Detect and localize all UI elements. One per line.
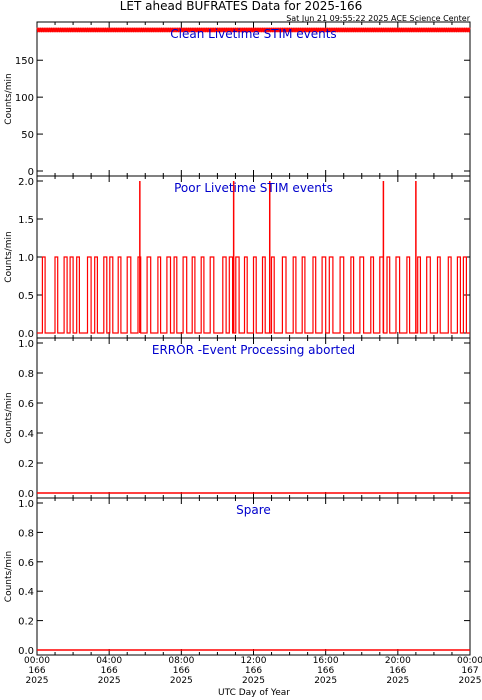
x-tick-label-time: 00:00 xyxy=(24,656,50,666)
y-tick-label: 50 xyxy=(21,130,34,141)
y-axis-label: Counts/min xyxy=(4,392,14,443)
x-tick-label-time: 16:00 xyxy=(313,656,339,666)
x-tick-label-year: 2025 xyxy=(98,676,121,686)
x-tick-label-doy: 166 xyxy=(245,666,262,676)
x-tick-label-year: 2025 xyxy=(170,676,193,686)
series-band xyxy=(37,27,470,33)
x-tick-label-year: 2025 xyxy=(314,676,337,686)
panel-frame xyxy=(36,337,471,499)
y-tick-label: 0.5 xyxy=(18,291,34,302)
panel-2: 0.0 0.5 1.0 1.5 2.0 Counts/min Poor Livetime S… xyxy=(4,175,471,340)
x-tick-label-doy: 166 xyxy=(389,666,406,676)
y-tick-label: 2.0 xyxy=(18,177,34,188)
y-tick-label: 0.8 xyxy=(18,528,34,539)
y-tick-label: 0.2 xyxy=(18,617,34,628)
series-line xyxy=(37,256,470,334)
x-axis-label: UTC Day of Year xyxy=(218,688,290,698)
x-tick-label-doy: 167 xyxy=(461,666,478,676)
y-tick-label: 0.6 xyxy=(18,399,34,410)
y-tick-label: 0.0 xyxy=(18,329,34,340)
x-tick-label-time: 04:00 xyxy=(96,656,122,666)
panel-title: Poor Livetime STIM events xyxy=(174,181,333,195)
y-tick-label: 0.4 xyxy=(18,587,34,598)
panel-frame xyxy=(36,21,471,177)
x-tick-label-year: 2025 xyxy=(242,676,265,686)
y-tick-label: 0.2 xyxy=(18,459,34,470)
x-tick-label-year: 2025 xyxy=(386,676,409,686)
y-tick-label: 0.0 xyxy=(18,646,34,657)
x-tick-label-year: 2025 xyxy=(26,676,49,686)
figure-title: LET ahead BUFRATES Data for 2025-166 xyxy=(120,0,362,13)
x-tick-label-doy: 166 xyxy=(101,666,118,676)
y-axis-label: Counts/min xyxy=(4,551,14,602)
panel-title: ERROR -Event Processing aborted xyxy=(152,343,355,357)
panel-4: 0.0 0.2 0.4 0.6 0.8 1.0 Counts/min Spare xyxy=(4,497,471,657)
x-tick-label-doy: 166 xyxy=(317,666,334,676)
y-tick-label: 0.0 xyxy=(18,489,34,500)
x-tick-label-doy: 166 xyxy=(28,666,45,676)
panel-frame xyxy=(36,497,471,656)
y-tick-label: 1.0 xyxy=(18,339,34,350)
y-tick-label: 0.8 xyxy=(18,369,34,380)
x-tick-label-time: 12:00 xyxy=(241,656,267,666)
y-tick-label: 0.6 xyxy=(18,558,34,569)
x-tick-label-year: 2025 xyxy=(459,676,482,686)
y-axis-label: Counts/min xyxy=(4,73,14,124)
y-tick-label: 150 xyxy=(15,56,34,67)
y-tick-label: 100 xyxy=(15,93,34,104)
figure-timestamp: Sat Jun 21 09:55:22 2025 ACE Science Cen… xyxy=(286,14,471,23)
x-tick-label-doy: 166 xyxy=(173,666,190,676)
y-tick-label: 0 xyxy=(28,167,34,178)
panel-3: 0.0 0.2 0.4 0.6 0.8 1.0 Counts/min ERROR -Event… xyxy=(4,337,471,500)
y-tick-label: 1.5 xyxy=(18,215,34,226)
y-axis-label: Counts/min xyxy=(4,231,14,282)
panel-title: Clean Livetime STIM events xyxy=(170,27,336,41)
x-tick-label-time: 00:00 xyxy=(457,656,482,666)
y-tick-label: 0.4 xyxy=(18,429,34,440)
panel-title: Spare xyxy=(236,503,271,517)
x-tick-label-time: 08:00 xyxy=(168,656,194,666)
series-line xyxy=(36,27,471,33)
y-tick-label: 1.0 xyxy=(18,499,34,510)
y-tick-label: 1.0 xyxy=(18,253,34,264)
x-tick-label-time: 20:00 xyxy=(385,656,411,666)
